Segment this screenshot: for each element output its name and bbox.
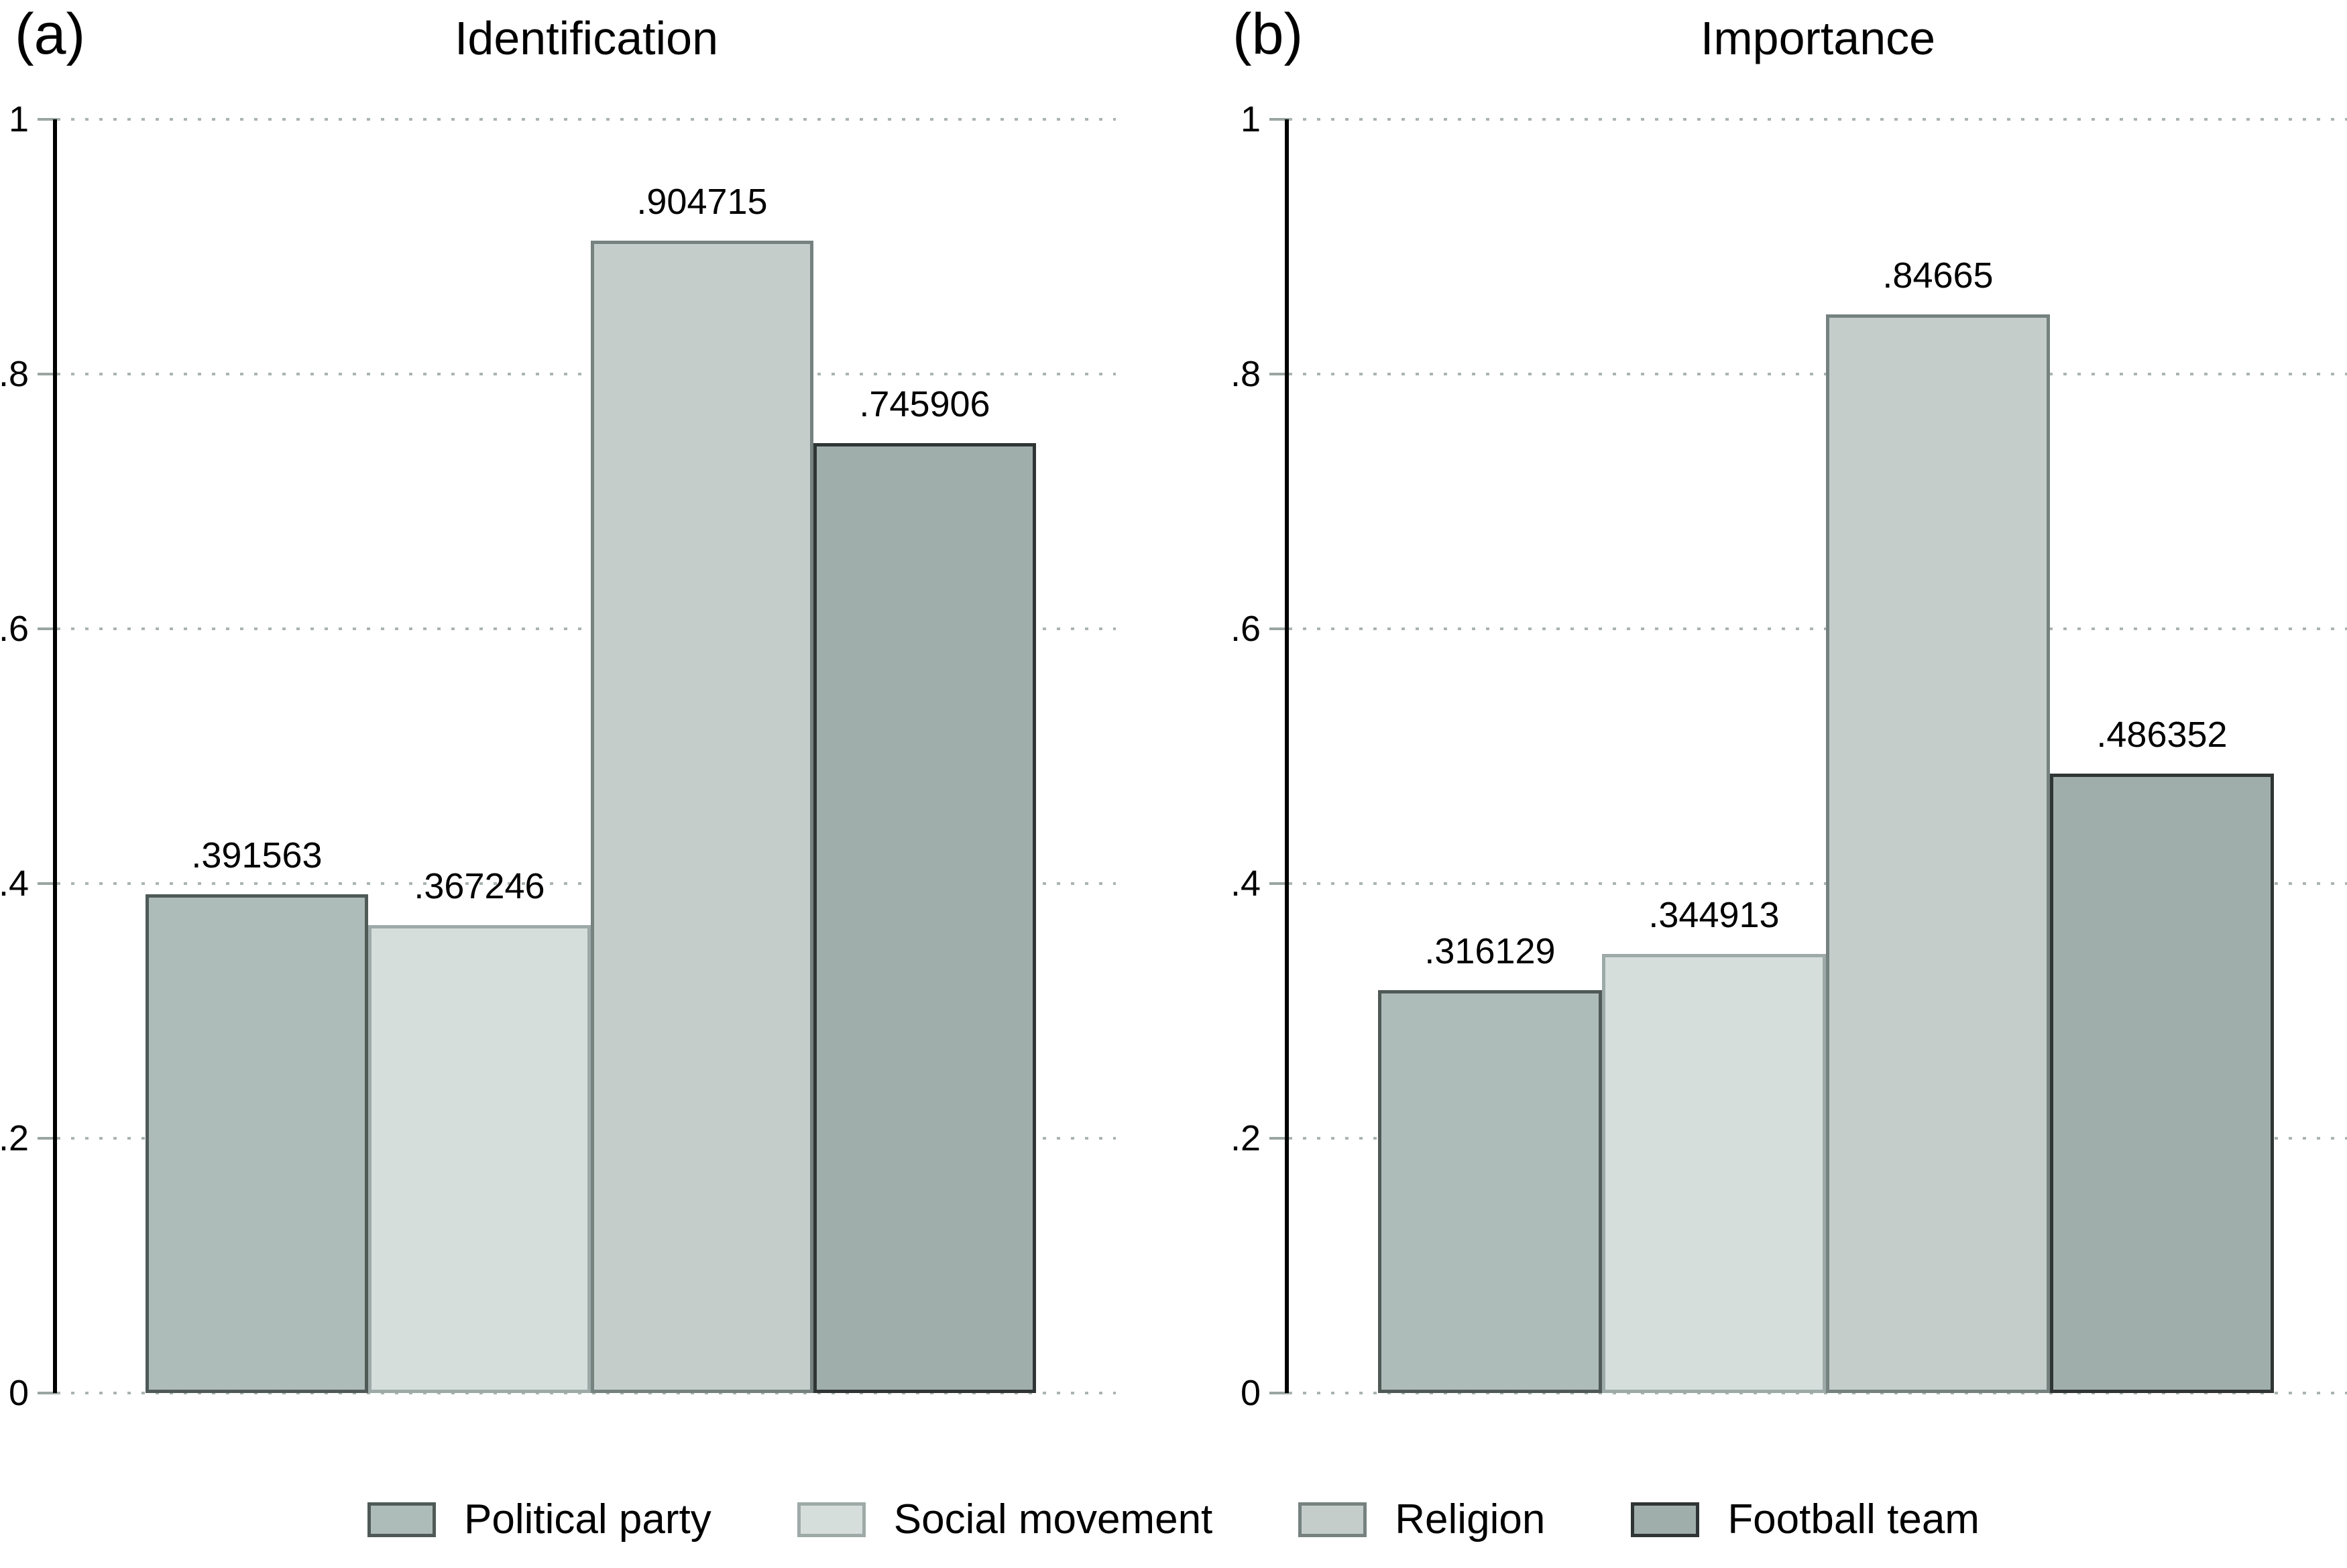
gridline-y-1: [1289, 118, 2347, 121]
legend-swatch-religion: [1298, 1502, 1367, 1537]
bar-political-party: [146, 894, 368, 1393]
y-tick: [38, 1392, 57, 1394]
y-tick: [1269, 1137, 1289, 1140]
legend-label-social-movement: Social movement: [893, 1496, 1213, 1543]
value-label-political-party: .316129: [1424, 931, 1556, 971]
y-tick: [38, 1137, 57, 1140]
y-tick-label: 0: [1240, 1373, 1261, 1413]
panel-b-letter: (b): [1233, 2, 1304, 66]
legend-item-political-party: Political party: [367, 1499, 711, 1541]
bar-football-team: [813, 443, 1036, 1393]
y-tick-label: .4: [1230, 863, 1261, 904]
gridline-y-.6: [57, 627, 1116, 630]
y-tick-label: .6: [0, 609, 29, 649]
y-tick-label: .2: [0, 1118, 29, 1158]
value-label-religion: .84665: [1882, 255, 1994, 296]
legend-swatch-political-party: [367, 1502, 437, 1537]
value-label-football-team: .745906: [859, 384, 990, 424]
y-tick-label: .2: [1230, 1118, 1261, 1158]
legend-item-religion: Religion: [1298, 1499, 1545, 1541]
panel-b-title: Importance: [1700, 12, 1936, 64]
y-axis-line: [1285, 119, 1289, 1393]
y-tick-label: .8: [0, 354, 29, 394]
legend-label-religion: Religion: [1395, 1496, 1546, 1543]
gridline-y-.8: [57, 373, 1116, 375]
y-tick-label: 1: [8, 99, 29, 139]
bar-religion: [1826, 314, 2050, 1393]
bar-religion: [591, 241, 813, 1393]
legend-label-football-team: Football team: [1727, 1496, 1980, 1543]
legend-label-political-party: Political party: [464, 1496, 711, 1543]
gridline-y-.6: [1289, 627, 2347, 630]
legend-item-football-team: Football team: [1631, 1499, 1980, 1541]
y-tick-label: 1: [1240, 99, 1261, 139]
y-tick-label: 0: [8, 1373, 29, 1413]
y-tick: [38, 627, 57, 630]
legend-swatch-football-team: [1631, 1502, 1700, 1537]
gridline-y-.8: [1289, 373, 2347, 375]
y-tick-label: .4: [0, 863, 29, 904]
panel-a-letter: (a): [15, 2, 86, 66]
gridline-y-.4: [57, 882, 1116, 885]
y-tick-label: .6: [1230, 609, 1261, 649]
value-label-social-movement: .367246: [414, 866, 545, 906]
bar-football-team: [2050, 774, 2274, 1393]
y-axis-line: [53, 119, 57, 1393]
y-tick: [38, 118, 57, 121]
legend-swatch-social-movement: [797, 1502, 866, 1537]
bar-social-movement: [1602, 954, 1826, 1393]
value-label-social-movement: .344913: [1648, 895, 1780, 935]
value-label-religion: .904715: [636, 182, 768, 222]
legend: Political party Social movement Religion Fo…: [0, 1483, 2347, 1557]
bar-social-movement: [368, 925, 591, 1393]
panel-a-title: Identification: [454, 12, 719, 64]
y-tick: [1269, 882, 1289, 885]
gridline-y-0: [1289, 1392, 2347, 1394]
gridline-y-0: [57, 1392, 1116, 1394]
y-tick: [38, 882, 57, 885]
gridline-y-.4: [1289, 882, 2347, 885]
legend-item-social-movement: Social movement: [797, 1496, 1213, 1543]
value-label-football-team: .486352: [2096, 715, 2228, 755]
gridline-y-1: [57, 118, 1116, 121]
y-tick: [38, 373, 57, 375]
y-tick: [1269, 627, 1289, 630]
bar-political-party: [1378, 990, 1602, 1393]
y-tick: [1269, 1392, 1289, 1394]
value-label-political-party: .391563: [191, 835, 323, 876]
y-tick-label: .8: [1230, 354, 1261, 394]
y-tick: [1269, 118, 1289, 121]
y-tick: [1269, 373, 1289, 375]
